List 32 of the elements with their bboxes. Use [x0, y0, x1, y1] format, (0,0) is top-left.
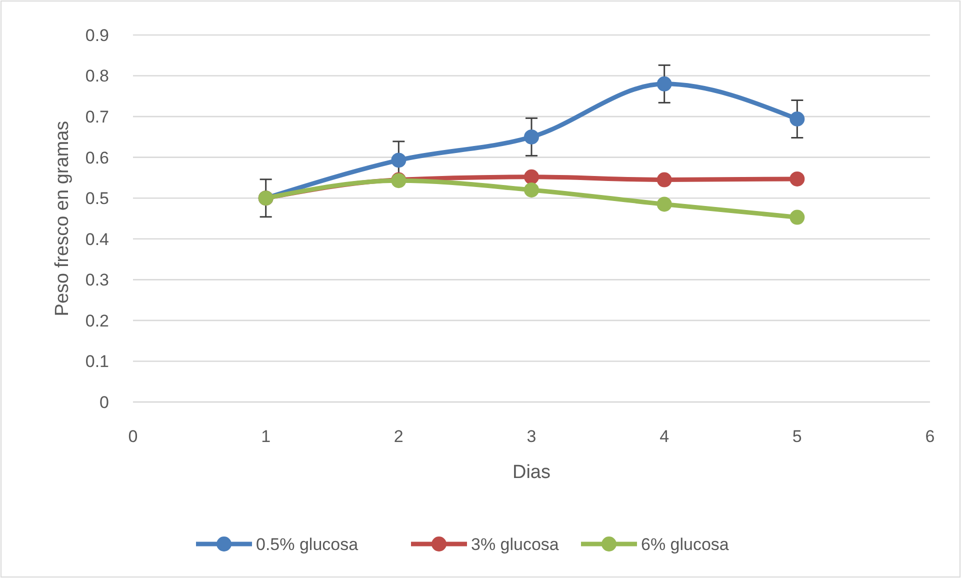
y-axis-title: Peso fresco en gramas — [52, 120, 73, 316]
point — [790, 112, 805, 126]
y-tick-label: 0.4 — [85, 230, 109, 249]
point — [524, 129, 539, 144]
x-tick-label: 3 — [526, 427, 536, 446]
x-tick-label: 0 — [128, 427, 138, 446]
point — [391, 152, 406, 168]
point — [524, 169, 539, 184]
legend-label: 0.5% glucosa — [256, 534, 359, 554]
point — [656, 76, 672, 92]
y-tick-label: 0.2 — [85, 311, 109, 330]
point — [656, 172, 672, 188]
y-tick-label: 0.3 — [85, 270, 109, 290]
y-tick-label: 0.6 — [85, 148, 109, 168]
legend-label: 6% glucosa — [641, 534, 730, 554]
point — [790, 171, 805, 186]
x-tick-label: 6 — [925, 427, 935, 446]
x-tick-label: 5 — [792, 427, 802, 446]
y-tick-label: 0.1 — [85, 352, 109, 372]
x-axis-title: Dias — [512, 462, 551, 483]
x-tick-label: 1 — [261, 427, 271, 446]
y-tick-label: 0.8 — [85, 66, 109, 86]
point — [656, 196, 672, 212]
x-tick-label: 4 — [660, 427, 670, 446]
legend-label: 3% glucosa — [471, 534, 560, 554]
point — [524, 182, 539, 198]
y-tick-label: 0 — [100, 392, 109, 412]
y-tick-label: 0.5 — [85, 189, 109, 208]
point — [790, 210, 805, 225]
x-tick-label: 2 — [394, 427, 404, 446]
y-tick-label: 0.7 — [85, 108, 109, 127]
y-tick-label: 0.9 — [85, 26, 109, 45]
